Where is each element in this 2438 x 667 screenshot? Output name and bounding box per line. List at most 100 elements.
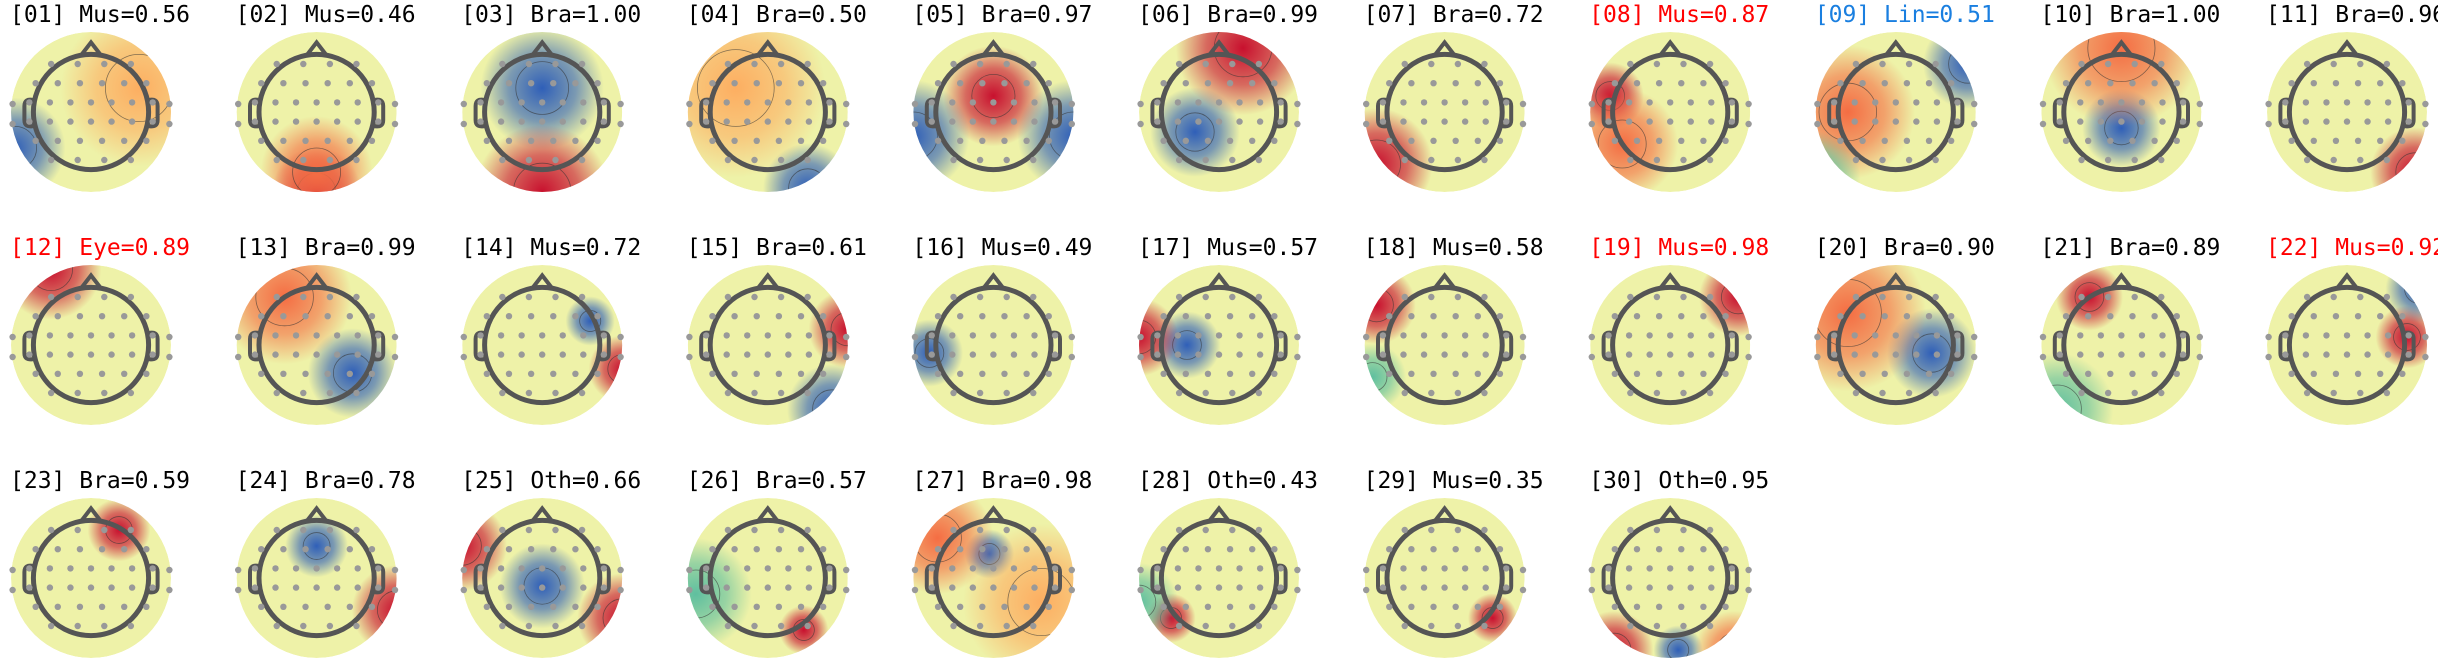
electrode — [1708, 351, 1715, 358]
electrode — [2173, 80, 2180, 87]
electrode — [302, 546, 309, 553]
electrode — [98, 370, 106, 377]
electrode — [785, 584, 792, 591]
electrode — [594, 603, 601, 610]
electrode — [1519, 333, 1527, 341]
electrode — [1154, 99, 1161, 106]
electrode — [2377, 370, 2384, 377]
electrode — [1408, 137, 1415, 144]
electrode — [1202, 622, 1209, 630]
electrode — [505, 603, 513, 610]
electrode — [2131, 389, 2138, 397]
electrode — [1010, 118, 1018, 125]
electrode — [272, 332, 279, 339]
electrode — [744, 118, 751, 125]
electrode — [292, 99, 300, 106]
topomap-blob — [1364, 265, 1416, 345]
component: [25] Oth=0.66 — [460, 468, 641, 658]
electrode — [1051, 332, 1059, 339]
electrode — [819, 546, 827, 553]
electrode — [1420, 584, 1428, 591]
electrode — [368, 546, 376, 553]
electrode — [2399, 137, 2406, 144]
electrode — [594, 80, 601, 87]
electrode — [353, 60, 360, 68]
electrode — [819, 603, 827, 610]
component-label: [04] Bra=0.50 — [687, 2, 867, 28]
electrode — [1481, 526, 1488, 534]
electrode — [128, 99, 136, 106]
electrode — [1851, 351, 1858, 358]
electrode — [1202, 526, 1209, 534]
electrode — [777, 156, 785, 164]
electrode — [969, 351, 977, 358]
electrode — [1256, 332, 1264, 339]
component-label: [03] Bra=1.00 — [461, 2, 641, 28]
electrode — [477, 99, 484, 106]
electrode — [391, 333, 399, 341]
electrode — [1420, 99, 1428, 106]
contour-line — [1667, 639, 1690, 658]
electrode — [74, 389, 81, 397]
electrode — [928, 118, 935, 125]
electrode — [1971, 120, 1978, 128]
component: [14] Mus=0.72 — [460, 235, 641, 425]
electrode — [552, 389, 559, 397]
contour-line — [1007, 568, 1074, 637]
electrode — [54, 80, 61, 87]
head-outline — [707, 284, 828, 406]
electrode — [1814, 100, 1821, 108]
component-label: [10] Bra=1.00 — [2040, 2, 2220, 28]
electrode — [460, 100, 467, 108]
electrode — [1154, 118, 1161, 125]
electrode — [1031, 99, 1038, 106]
electrode — [26, 332, 33, 339]
electrode — [1277, 332, 1284, 339]
electrode — [1226, 80, 1234, 87]
electrode — [744, 99, 751, 106]
electrode — [550, 80, 557, 87]
component: [27] Bra=0.98 — [911, 468, 1092, 658]
electrode — [1003, 293, 1010, 301]
electrode — [2383, 389, 2391, 397]
electrode — [976, 389, 984, 397]
electrode — [1215, 118, 1223, 125]
electrode — [1452, 137, 1459, 144]
electrode — [826, 118, 833, 125]
head-nose — [1884, 272, 1908, 290]
electrode — [1045, 80, 1052, 87]
electrode — [1294, 566, 1301, 574]
head-nose — [1884, 39, 1908, 57]
electrode — [572, 313, 579, 320]
contour-line — [696, 49, 775, 127]
electrode — [950, 389, 957, 397]
electrode — [2078, 389, 2085, 397]
electrode — [1852, 156, 1860, 164]
electrode — [804, 60, 811, 68]
electrode — [1001, 137, 1008, 144]
electrode — [777, 622, 785, 630]
electrode — [2158, 60, 2165, 68]
head-nose — [981, 272, 1005, 290]
electrode — [1482, 332, 1489, 339]
electrode — [1271, 313, 1278, 320]
electrode — [1745, 100, 1752, 108]
electrode — [1879, 156, 1886, 164]
electrode — [1023, 370, 1030, 377]
electrode — [2288, 137, 2295, 144]
electrode — [505, 546, 513, 553]
electrode — [2384, 99, 2392, 106]
electrode — [1655, 137, 1663, 144]
electrode — [2104, 389, 2112, 397]
electrode — [1229, 293, 1236, 301]
electrode — [1010, 99, 1018, 106]
electrode — [1859, 370, 1866, 377]
electrode — [121, 603, 128, 610]
electrode — [594, 370, 601, 377]
electrode — [724, 526, 732, 534]
head-outline — [30, 517, 152, 639]
component-label: [17] Mus=0.57 — [1138, 235, 1318, 261]
contour-line — [1815, 156, 1836, 192]
electrode — [2265, 353, 2272, 361]
electrode — [1503, 118, 1510, 125]
